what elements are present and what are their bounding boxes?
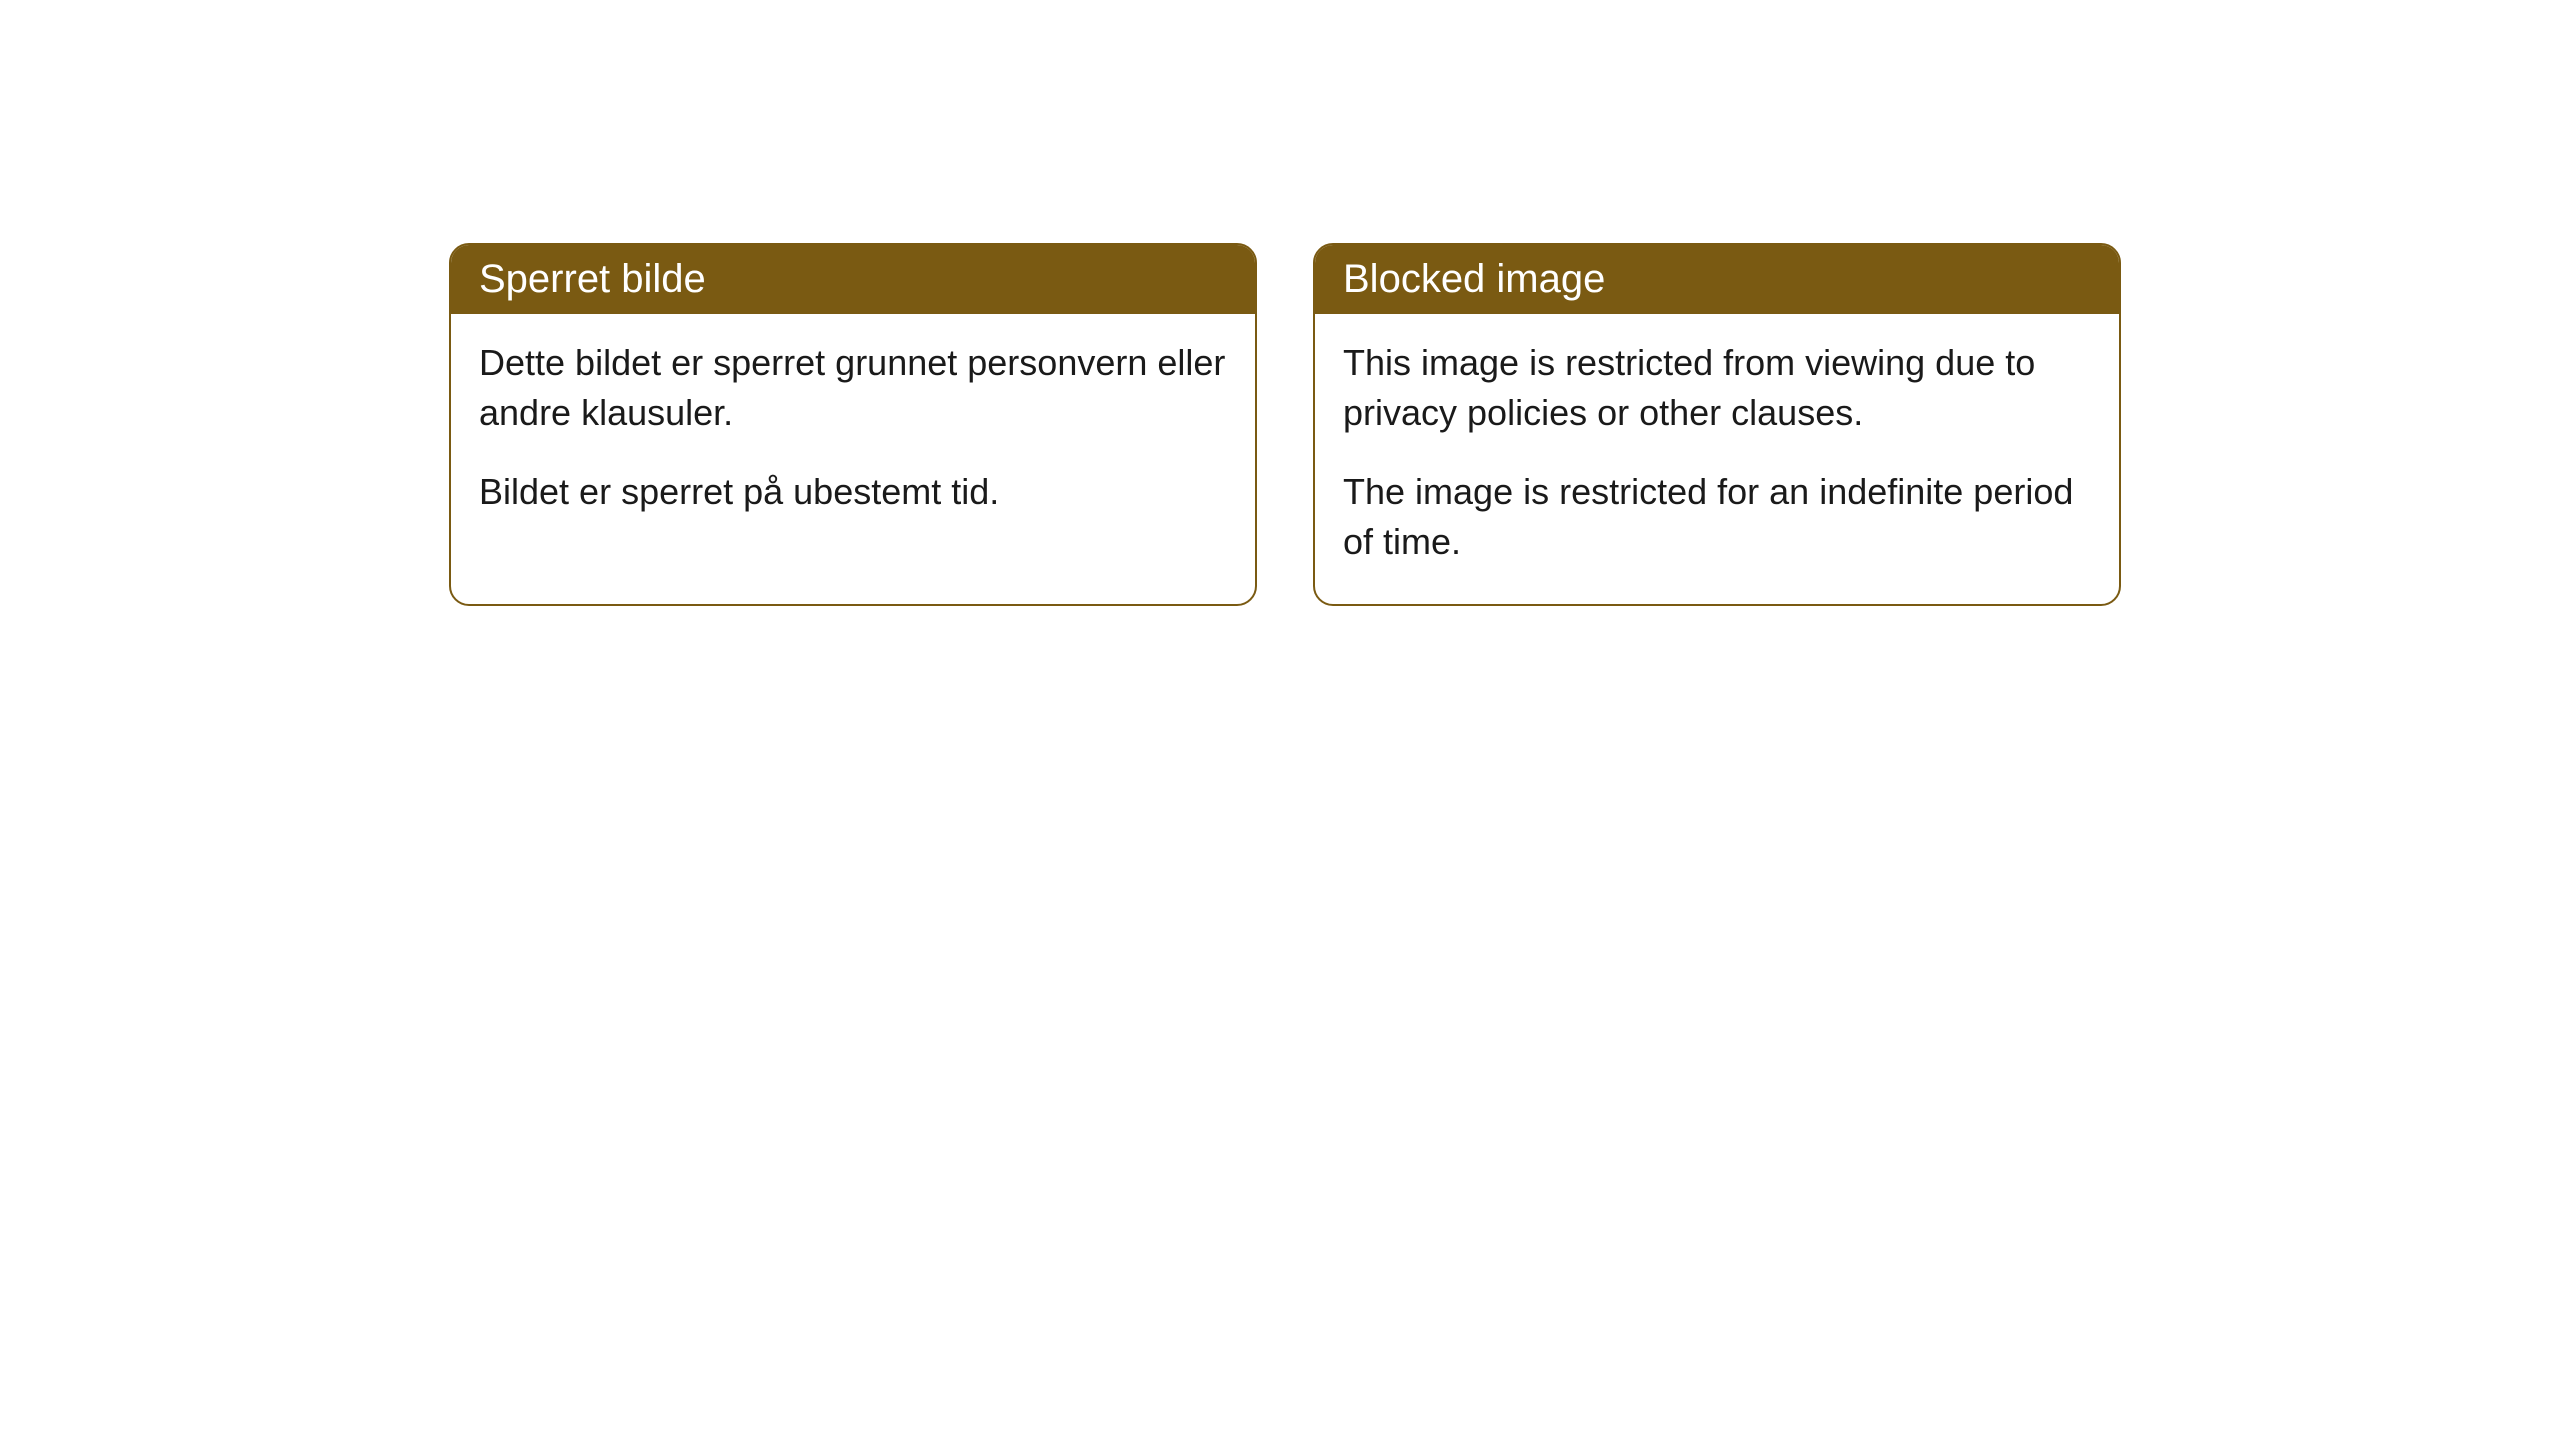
card-paragraph-norwegian-2: Bildet er sperret på ubestemt tid. xyxy=(479,467,1227,517)
notice-cards-container: Sperret bilde Dette bildet er sperret gr… xyxy=(449,243,2121,606)
card-body-english: This image is restricted from viewing du… xyxy=(1315,314,2119,604)
card-paragraph-norwegian-1: Dette bildet er sperret grunnet personve… xyxy=(479,338,1227,439)
card-paragraph-english-1: This image is restricted from viewing du… xyxy=(1343,338,2091,439)
card-header-norwegian: Sperret bilde xyxy=(451,245,1255,314)
card-paragraph-english-2: The image is restricted for an indefinit… xyxy=(1343,467,2091,568)
card-header-english: Blocked image xyxy=(1315,245,2119,314)
card-title-english: Blocked image xyxy=(1343,257,1605,301)
card-title-norwegian: Sperret bilde xyxy=(479,257,706,301)
blocked-image-card-english: Blocked image This image is restricted f… xyxy=(1313,243,2121,606)
blocked-image-card-norwegian: Sperret bilde Dette bildet er sperret gr… xyxy=(449,243,1257,606)
card-body-norwegian: Dette bildet er sperret grunnet personve… xyxy=(451,314,1255,553)
